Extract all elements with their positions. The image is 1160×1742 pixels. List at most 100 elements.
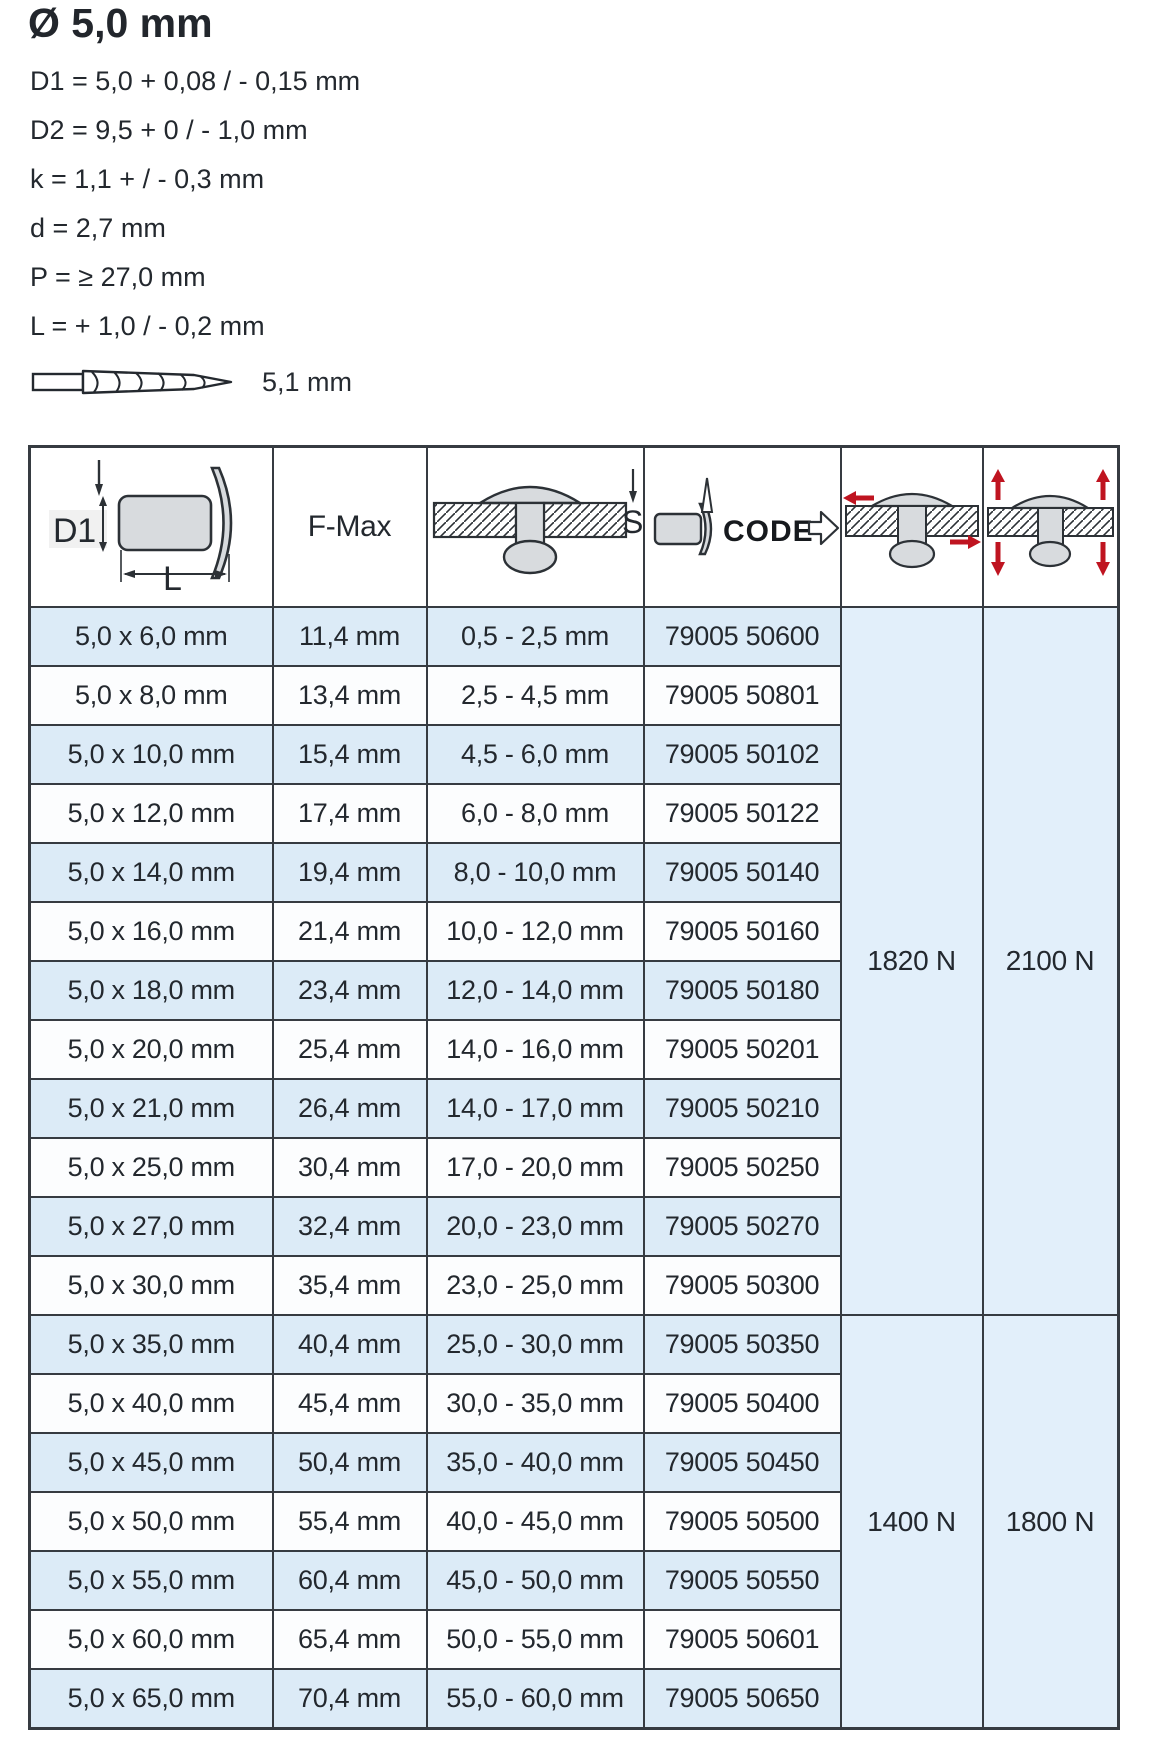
code-diagram: CODE xyxy=(653,477,839,555)
cell-grip: 6,0 - 8,0 mm xyxy=(425,783,645,844)
header-dimension-cell: D1 L xyxy=(28,445,274,608)
cell-grip: 14,0 - 16,0 mm xyxy=(425,1019,645,1080)
cell-code: 79005 50601 xyxy=(642,1609,842,1670)
header-tensile-cell xyxy=(981,445,1119,608)
cell-grip: 8,0 - 10,0 mm xyxy=(425,842,645,903)
cell-size: 5,0 x 18,0 mm xyxy=(28,960,274,1021)
header-fmax-cell: F-Max xyxy=(271,445,428,608)
cell-fmax: 65,4 mm xyxy=(271,1609,428,1670)
cell-grip: 0,5 - 2,5 mm xyxy=(425,606,645,667)
table-row: 5,0 x 12,0 mm 17,4 mm 6,0 - 8,0 mm 79005… xyxy=(28,783,1119,844)
cell-size: 5,0 x 50,0 mm xyxy=(28,1491,274,1552)
cell-size: 5,0 x 55,0 mm xyxy=(28,1550,274,1611)
cell-code: 79005 50250 xyxy=(642,1137,842,1198)
cell-grip: 14,0 - 17,0 mm xyxy=(425,1078,645,1139)
cell-fmax: 13,4 mm xyxy=(271,665,428,726)
rivet-spec-table: D1 L F-Max xyxy=(28,445,1120,1730)
spec-line-k: k = 1,1 + / - 0,3 mm xyxy=(30,164,265,194)
table-row: 5,0 x 40,0 mm 45,4 mm 30,0 - 35,0 mm 790… xyxy=(28,1373,1119,1434)
cell-fmax: 15,4 mm xyxy=(271,724,428,785)
spec-line-d2: D2 = 9,5 + 0 / - 1,0 mm xyxy=(30,115,308,145)
cell-code: 79005 50102 xyxy=(642,724,842,785)
cell-tensile-group-2: 1800 N xyxy=(981,1314,1119,1730)
cell-code: 79005 50801 xyxy=(642,665,842,726)
cell-code: 79005 50650 xyxy=(642,1668,842,1730)
cell-tensile-group-1: 2100 N xyxy=(981,606,1119,1316)
cell-size: 5,0 x 60,0 mm xyxy=(28,1609,274,1670)
cell-fmax: 55,4 mm xyxy=(271,1491,428,1552)
cell-grip: 23,0 - 25,0 mm xyxy=(425,1255,645,1316)
cell-code: 79005 50600 xyxy=(642,606,842,667)
cell-fmax: 60,4 mm xyxy=(271,1550,428,1611)
cell-code: 79005 50450 xyxy=(642,1432,842,1493)
cell-size: 5,0 x 21,0 mm xyxy=(28,1078,274,1139)
cell-code: 79005 50140 xyxy=(642,842,842,903)
cell-shear-group-1: 1820 N xyxy=(839,606,984,1316)
drill-bit-icon xyxy=(31,369,233,395)
spec-line-p: P = ≥ 27,0 mm xyxy=(30,262,206,292)
cell-code: 79005 50210 xyxy=(642,1078,842,1139)
table-row: 5,0 x 14,0 mm 19,4 mm 8,0 - 10,0 mm 7900… xyxy=(28,842,1119,903)
table-row: 5,0 x 35,0 mm 40,4 mm 25,0 - 30,0 mm 790… xyxy=(28,1314,1119,1730)
cell-code: 79005 50160 xyxy=(642,901,842,962)
cell-grip: 17,0 - 20,0 mm xyxy=(425,1137,645,1198)
drill-diameter-label: 5,1 mm xyxy=(262,366,353,397)
cell-size: 5,0 x 30,0 mm xyxy=(28,1255,274,1316)
cell-grip: 10,0 - 12,0 mm xyxy=(425,901,645,962)
page-title: Ø 5,0 mm xyxy=(28,0,213,46)
cell-fmax: 23,4 mm xyxy=(271,960,428,1021)
s-label: S xyxy=(622,504,643,540)
drill-size-row: 5,1 mm xyxy=(30,359,1160,405)
table-row: 5,0 x 8,0 mm 13,4 mm 2,5 - 4,5 mm 79005 … xyxy=(28,665,1119,726)
cell-fmax: 35,4 mm xyxy=(271,1255,428,1316)
rivet-dimension-diagram: D1 L xyxy=(49,459,233,598)
cell-grip: 4,5 - 6,0 mm xyxy=(425,724,645,785)
header-code-cell: CODE xyxy=(642,445,842,608)
table-row: 5,0 x 10,0 mm 15,4 mm 4,5 - 6,0 mm 79005… xyxy=(28,724,1119,785)
grip-range-diagram: S xyxy=(432,468,643,574)
table-row: 5,0 x 21,0 mm 26,4 mm 14,0 - 17,0 mm 790… xyxy=(28,1078,1119,1139)
cell-grip: 50,0 - 55,0 mm xyxy=(425,1609,645,1670)
l-label: L xyxy=(163,560,182,594)
cell-fmax: 50,4 mm xyxy=(271,1432,428,1493)
cell-fmax: 21,4 mm xyxy=(271,901,428,962)
table-row: 5,0 x 25,0 mm 30,4 mm 17,0 - 20,0 mm 790… xyxy=(28,1137,1119,1198)
spec-line-d: d = 2,7 mm xyxy=(30,213,166,243)
cell-size: 5,0 x 16,0 mm xyxy=(28,901,274,962)
cell-code: 79005 50350 xyxy=(642,1314,842,1375)
cell-fmax: 17,4 mm xyxy=(271,783,428,844)
table-row: 5,0 x 50,0 mm 55,4 mm 40,0 - 45,0 mm 790… xyxy=(28,1491,1119,1552)
table-row: 5,0 x 18,0 mm 23,4 mm 12,0 - 14,0 mm 790… xyxy=(28,960,1119,1021)
cell-size: 5,0 x 40,0 mm xyxy=(28,1373,274,1434)
cell-size: 5,0 x 25,0 mm xyxy=(28,1137,274,1198)
cell-size: 5,0 x 6,0 mm xyxy=(28,606,274,667)
cell-size: 5,0 x 35,0 mm xyxy=(28,1314,274,1375)
cell-grip: 55,0 - 60,0 mm xyxy=(425,1668,645,1730)
tensile-strength-diagram xyxy=(986,469,1114,576)
cell-size: 5,0 x 14,0 mm xyxy=(28,842,274,903)
code-label: CODE xyxy=(723,515,814,548)
cell-size: 5,0 x 65,0 mm xyxy=(28,1668,274,1730)
table-row: 5,0 x 6,0 mm 11,4 mm 0,5 - 2,5 mm 79005 … xyxy=(28,606,1119,1316)
cell-grip: 30,0 - 35,0 mm xyxy=(425,1373,645,1434)
cell-fmax: 70,4 mm xyxy=(271,1668,428,1730)
cell-code: 79005 50550 xyxy=(642,1550,842,1611)
table-row: 5,0 x 27,0 mm 32,4 mm 20,0 - 23,0 mm 790… xyxy=(28,1196,1119,1257)
cell-grip: 25,0 - 30,0 mm xyxy=(425,1314,645,1375)
cell-fmax: 25,4 mm xyxy=(271,1019,428,1080)
cell-fmax: 19,4 mm xyxy=(271,842,428,903)
cell-fmax: 40,4 mm xyxy=(271,1314,428,1375)
cell-grip: 40,0 - 45,0 mm xyxy=(425,1491,645,1552)
cell-code: 79005 50201 xyxy=(642,1019,842,1080)
cell-size: 5,0 x 10,0 mm xyxy=(28,724,274,785)
cell-size: 5,0 x 45,0 mm xyxy=(28,1432,274,1493)
cell-fmax: 26,4 mm xyxy=(271,1078,428,1139)
cell-size: 5,0 x 8,0 mm xyxy=(28,665,274,726)
table-row: 5,0 x 30,0 mm 35,4 mm 23,0 - 25,0 mm 790… xyxy=(28,1255,1119,1316)
header-grip-cell: S xyxy=(425,445,645,608)
table-row: 5,0 x 65,0 mm 70,4 mm 55,0 - 60,0 mm 790… xyxy=(28,1668,1119,1730)
cell-fmax: 32,4 mm xyxy=(271,1196,428,1257)
cell-code: 79005 50300 xyxy=(642,1255,842,1316)
cell-grip: 20,0 - 23,0 mm xyxy=(425,1196,645,1257)
table-row: 5,0 x 45,0 mm 50,4 mm 35,0 - 40,0 mm 790… xyxy=(28,1432,1119,1493)
